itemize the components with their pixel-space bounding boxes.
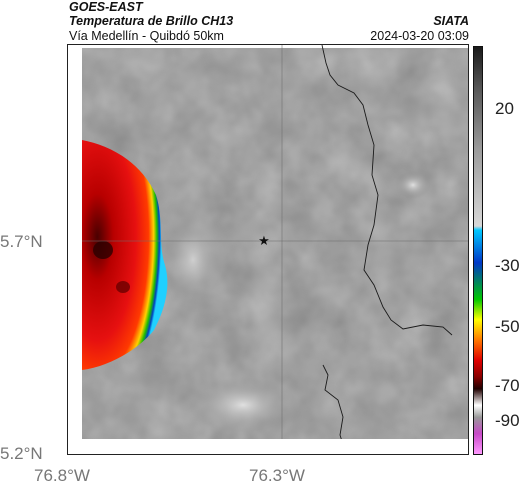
colorbar-tick: -50 [495,317,520,336]
department-boundary [322,364,347,454]
map-margin [68,439,468,454]
storm-core [93,241,113,259]
department-boundary [321,45,453,336]
colorbar-tick: -30 [495,256,520,275]
colorbar-tick: -70 [495,376,520,395]
map-margin [68,45,82,454]
satellite-map: ★ [68,45,468,454]
map-panel: ★ [67,44,469,455]
timestamp-label: 2024-03-20 03:09 [370,29,469,43]
colorbar-tick: -90 [495,411,520,430]
convective-storm [82,140,168,370]
lat-tick-label: 5.2°N [0,444,43,463]
agency-label: SIATA [433,14,469,28]
cloud-patch [395,171,431,199]
lon-tick-label: 76.3°W [249,466,305,485]
lon-tick-label: 76.8°W [34,466,90,485]
satellite-label: GOES-EAST [69,0,143,14]
cloud-patch [188,377,298,433]
star-marker-icon: ★ [258,234,270,249]
route-label: Vía Medellín - Quibdó 50km [69,29,224,43]
colorbar-tick: 20 [495,99,514,118]
product-title: Temperatura de Brillo CH13 [69,14,234,28]
lat-tick-label: 5.7°N [0,232,43,251]
colorbar [473,46,483,455]
cloud-patch [163,215,223,305]
storm-core [116,281,130,293]
